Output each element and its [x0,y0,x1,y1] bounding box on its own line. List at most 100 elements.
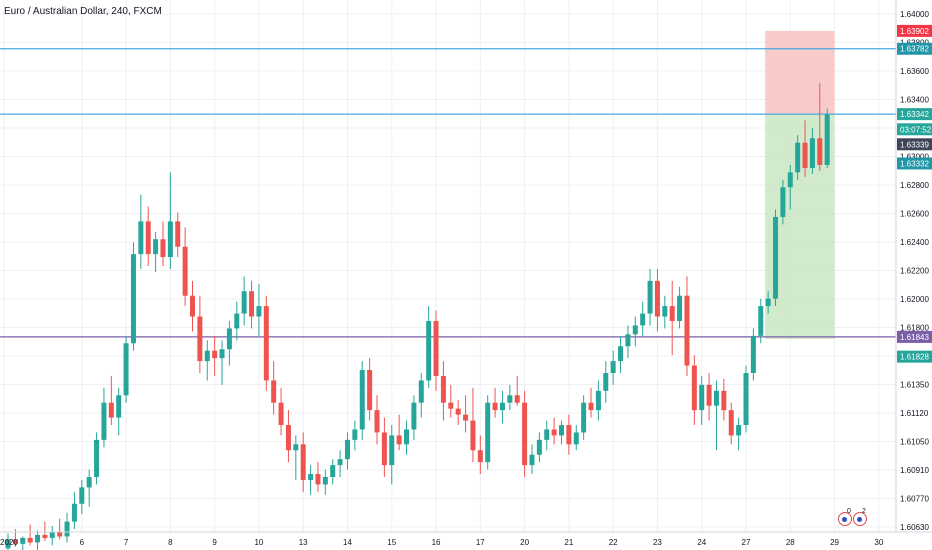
candle-body [669,306,675,321]
candle-body [57,532,63,537]
candle-body [381,432,387,466]
y-tick-label: 1.60910 [900,466,929,475]
y-tick-label: 1.60630 [900,523,929,532]
x-tick-label: 28 [786,538,795,547]
candle-body [551,429,557,436]
price-tag-label: 1.63339 [900,140,929,149]
candle-body [758,306,764,336]
candle-body [12,539,18,544]
candle-body [485,402,491,463]
horizontal-lines[interactable] [0,48,896,338]
candle-body [234,313,240,329]
price-tag-label: 1.61828 [900,353,929,362]
candle-body [802,142,808,168]
candle-body [263,306,269,381]
candle-body [728,410,734,436]
candle-body [418,380,424,403]
candle-body [197,316,203,362]
candle-body [662,306,668,317]
candle-body [322,477,328,485]
x-tick-label: 30 [874,538,883,547]
price-tag [897,108,932,121]
candle-body [787,172,793,188]
y-tick-label: 1.61120 [900,409,929,418]
candle-body [573,432,579,445]
candle-body [588,402,594,411]
candle-body [300,444,306,480]
y-tick-label: 1.62600 [900,210,929,219]
x-tick-label: 20 [520,538,529,547]
candle-body [374,410,380,433]
x-tick-label: 15 [387,538,396,547]
emoji-icon[interactable] [838,512,852,526]
candle-body [544,429,550,440]
candle-body [595,390,601,411]
candle-body [64,521,70,537]
price-axis[interactable]: 1.640001.638001.636001.634001.632001.630… [900,10,929,532]
candle-body [610,361,616,373]
candle-body [795,142,801,173]
x-tick-label: 29 [830,538,839,547]
candle-body [706,384,712,406]
x-tick-label: 2020 [0,538,18,547]
candle-body [743,372,749,426]
candle-body [130,254,136,344]
x-tick-label: 13 [299,538,308,547]
y-tick-label: 1.63000 [900,153,929,162]
candle-body [352,429,358,440]
x-tick-label: 8 [168,538,173,547]
candles [5,83,830,550]
candle-body [308,474,314,480]
candle-body [625,334,631,347]
candle-body [49,532,55,538]
candle-body [249,291,255,317]
x-tick-label: 7 [124,538,129,547]
candle-body [536,439,542,455]
time-axis[interactable]: 2020 6 7 8 9 10 13 14 15 16 17 20 21 22 23 24 27 28 29 30 [0,538,884,547]
candle-body [736,425,742,436]
candle-body [824,114,830,165]
candle-body [27,537,33,543]
x-tick-label: 22 [609,538,618,547]
candle-body [285,425,291,451]
candle-body [713,390,719,406]
candle-body [167,221,173,258]
candle-body [182,246,188,296]
x-tick-label: 17 [476,538,485,547]
candle-body [684,295,690,366]
candle-body [315,474,321,485]
candle-body [278,402,284,426]
candle-body [470,420,476,451]
candle-body [514,395,520,403]
x-tick-label: 24 [697,538,706,547]
candle-body [632,325,638,335]
candle-body [566,425,572,445]
candle-body [367,370,373,411]
candle-body [477,450,483,463]
emoji-icon[interactable] [853,512,867,526]
price-tag [897,157,932,170]
candle-body [433,320,439,376]
candle-body [153,239,159,255]
price-tag-label: 1.63782 [900,45,929,54]
candle-body [426,320,432,381]
x-tick-label: 23 [653,538,662,547]
target-zone[interactable] [765,30,835,115]
price-tag [897,138,932,151]
candle-body [647,280,653,314]
candle-body [271,380,277,403]
candle-body [79,487,85,504]
candle-body [404,429,410,445]
candle-body [344,439,350,460]
candle-body [654,280,660,317]
candle-body [463,414,469,421]
price-tag [897,42,932,55]
candle-body [175,221,181,247]
y-tick-label: 1.63400 [900,96,929,105]
y-tick-label: 1.62200 [900,267,929,276]
price-tag [897,350,932,363]
candle-body [699,384,705,411]
candle-body [529,454,535,466]
candle-body [337,459,343,466]
